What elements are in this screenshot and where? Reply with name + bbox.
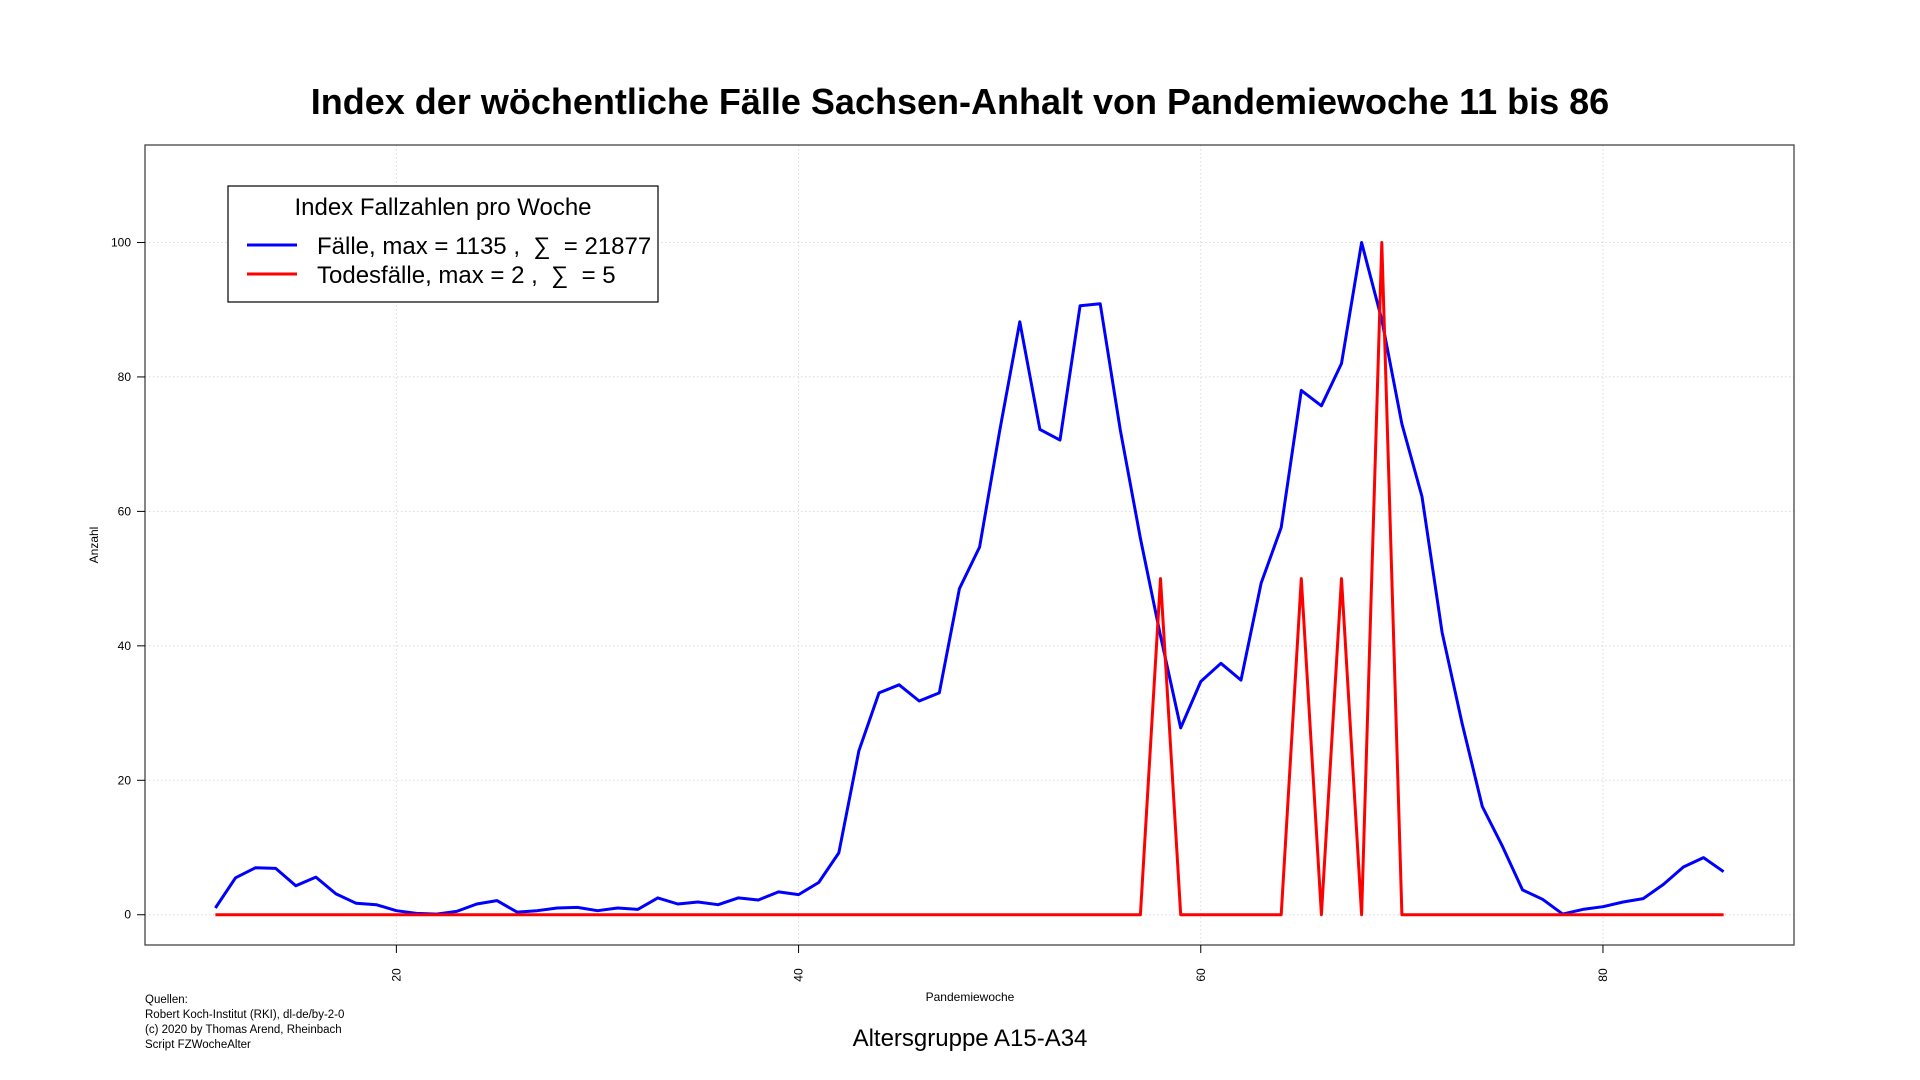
y-axis-label: Anzahl xyxy=(87,527,101,564)
x-tick-label: 40 xyxy=(792,968,806,982)
y-axis: 0 20 40 60 80 100 xyxy=(111,235,145,922)
series-line-todesfaelle xyxy=(215,241,1724,917)
x-tick-label: 80 xyxy=(1596,968,1610,982)
legend-box xyxy=(227,185,659,303)
x-tick-label: 60 xyxy=(1194,968,1208,982)
source-line-4: Script FZWocheAlter xyxy=(145,1039,251,1051)
x-axis: 20 40 60 80 xyxy=(389,945,1610,982)
y-tick-label: 20 xyxy=(118,773,132,787)
source-line-2: Robert Koch-Institut (RKI), dl-de/by-2-0 xyxy=(145,1009,344,1021)
y-tick-label: 80 xyxy=(118,370,132,384)
y-tick-label: 0 xyxy=(124,908,131,922)
y-tick-label: 40 xyxy=(118,639,132,653)
legend-label-todesfaelle: Todesfälle, max = 2 , ∑ = 5 xyxy=(317,262,616,289)
source-notes: Quellen: Robert Koch-Institut (RKI), dl-… xyxy=(145,994,344,1051)
x-tick-label: 20 xyxy=(389,968,403,982)
y-tick-label: 60 xyxy=(118,504,132,518)
grid xyxy=(145,145,1794,945)
chart-subtitle: Altersgruppe A15-A34 xyxy=(853,1025,1088,1052)
legend-title: Index Fallzahlen pro Woche xyxy=(294,194,591,221)
legend: Index Fallzahlen pro Woche Fälle, max = … xyxy=(227,185,659,303)
series-line-faelle xyxy=(214,241,1725,916)
chart-title: Index der wöchentliche Fälle Sachsen-Anh… xyxy=(311,81,1609,122)
series-layer xyxy=(214,241,1725,917)
y-tick-label: 100 xyxy=(111,235,131,249)
source-line-3: (c) 2020 by Thomas Arend, Rheinbach xyxy=(145,1024,342,1036)
source-line-1: Quellen: xyxy=(145,994,188,1006)
x-axis-label: Pandemiewoche xyxy=(926,990,1015,1004)
plot-frame xyxy=(144,144,1795,946)
legend-label-faelle: Fälle, max = 1135 , ∑ = 21877 xyxy=(317,233,651,260)
